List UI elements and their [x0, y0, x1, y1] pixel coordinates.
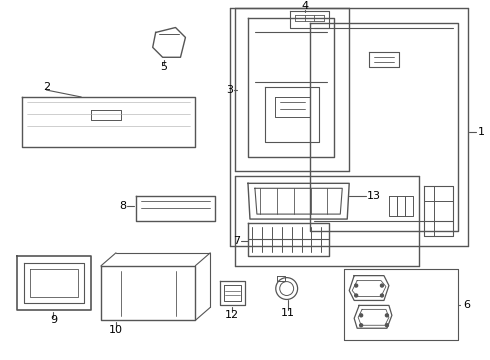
Circle shape	[360, 314, 363, 317]
Text: 1: 1	[478, 127, 485, 137]
Circle shape	[355, 294, 358, 297]
Circle shape	[386, 324, 389, 327]
Text: 2: 2	[43, 82, 50, 92]
Text: 11: 11	[281, 309, 294, 318]
Text: 4: 4	[301, 1, 308, 11]
Circle shape	[355, 284, 358, 287]
Text: 12: 12	[225, 310, 239, 320]
Text: 6: 6	[464, 300, 470, 310]
Circle shape	[380, 294, 384, 297]
Text: 8: 8	[119, 201, 126, 211]
Circle shape	[360, 324, 363, 327]
Text: 9: 9	[50, 315, 57, 325]
Circle shape	[380, 284, 384, 287]
Text: 10: 10	[109, 325, 123, 335]
Circle shape	[386, 314, 389, 317]
Text: 13: 13	[367, 191, 381, 201]
Text: 3: 3	[226, 85, 233, 95]
Text: 7: 7	[233, 236, 240, 246]
Text: 5: 5	[160, 62, 167, 72]
